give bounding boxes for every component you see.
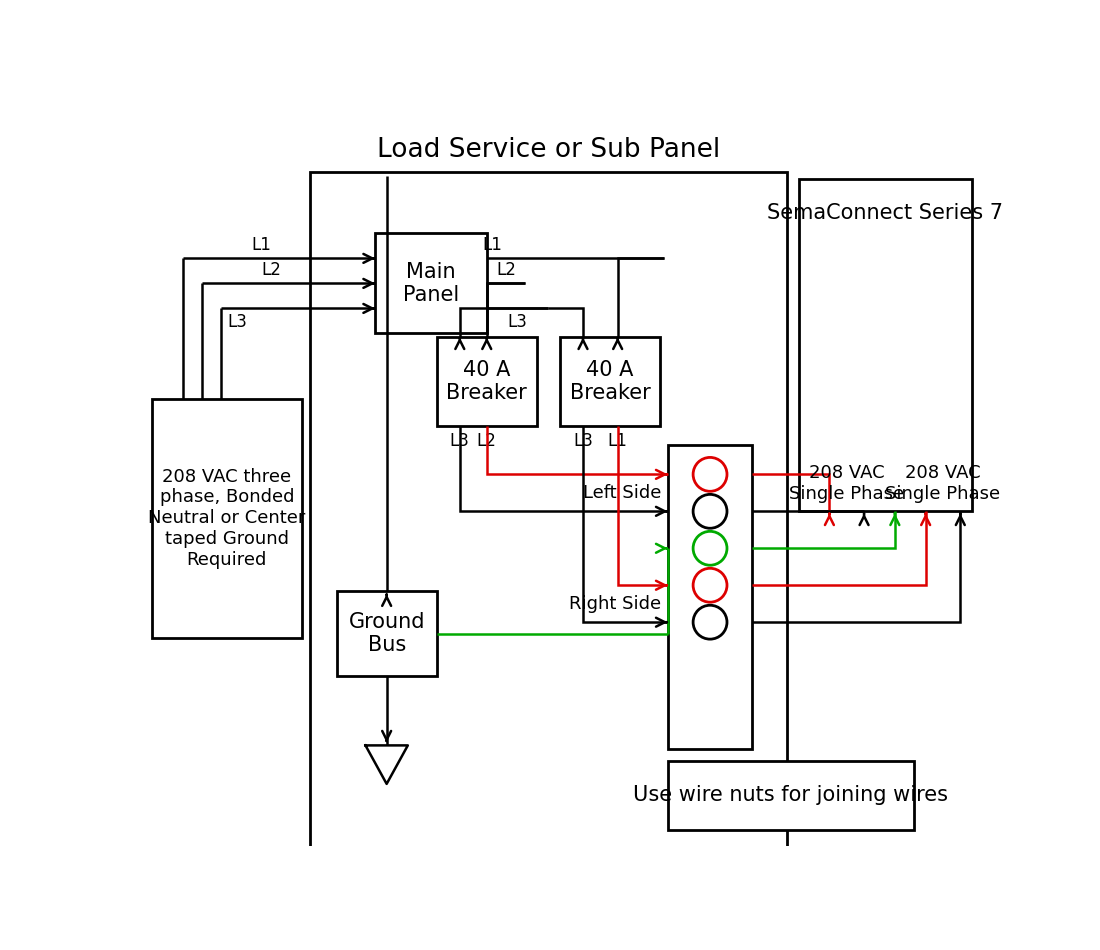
Bar [152,399,301,637]
Text: L2: L2 [261,261,280,278]
Text: 40 A
Breaker: 40 A Breaker [447,360,527,403]
Circle shape [693,531,727,565]
Text: L3: L3 [507,314,528,331]
Text: L2: L2 [496,261,516,278]
Bar [799,180,972,510]
Text: SemaConnect Series 7: SemaConnect Series 7 [767,202,1003,222]
Text: L3: L3 [573,432,593,450]
Text: Load Service or Sub Panel: Load Service or Sub Panel [376,137,720,162]
Text: Main
Panel: Main Panel [403,262,459,305]
Text: Left Side: Left Side [583,484,661,502]
Text: L3: L3 [228,314,248,331]
Text: 208 VAC three
phase, Bonded
Neutral or Center
taped Ground
Required: 208 VAC three phase, Bonded Neutral or C… [148,467,306,569]
Text: 208 VAC
Single Phase: 208 VAC Single Phase [789,464,904,503]
Text: L1: L1 [607,432,628,450]
Bar [310,172,786,857]
Bar [560,337,660,426]
Text: Ground
Bus: Ground Bus [349,612,425,656]
Text: L1: L1 [251,236,271,254]
Circle shape [693,568,727,602]
Circle shape [693,494,727,528]
Text: L2: L2 [476,432,497,450]
Text: 40 A
Breaker: 40 A Breaker [570,360,650,403]
Text: 208 VAC
Single Phase: 208 VAC Single Phase [886,464,1001,503]
Bar [668,761,914,830]
Circle shape [693,605,727,639]
Bar [668,446,752,750]
Bar [437,337,537,426]
Circle shape [693,457,727,491]
Text: L1: L1 [483,236,503,254]
Text: Right Side: Right Side [570,595,661,613]
Text: L3: L3 [450,432,470,450]
Bar [337,592,437,676]
Bar [375,234,486,333]
Text: Use wire nuts for joining wires: Use wire nuts for joining wires [634,786,948,806]
